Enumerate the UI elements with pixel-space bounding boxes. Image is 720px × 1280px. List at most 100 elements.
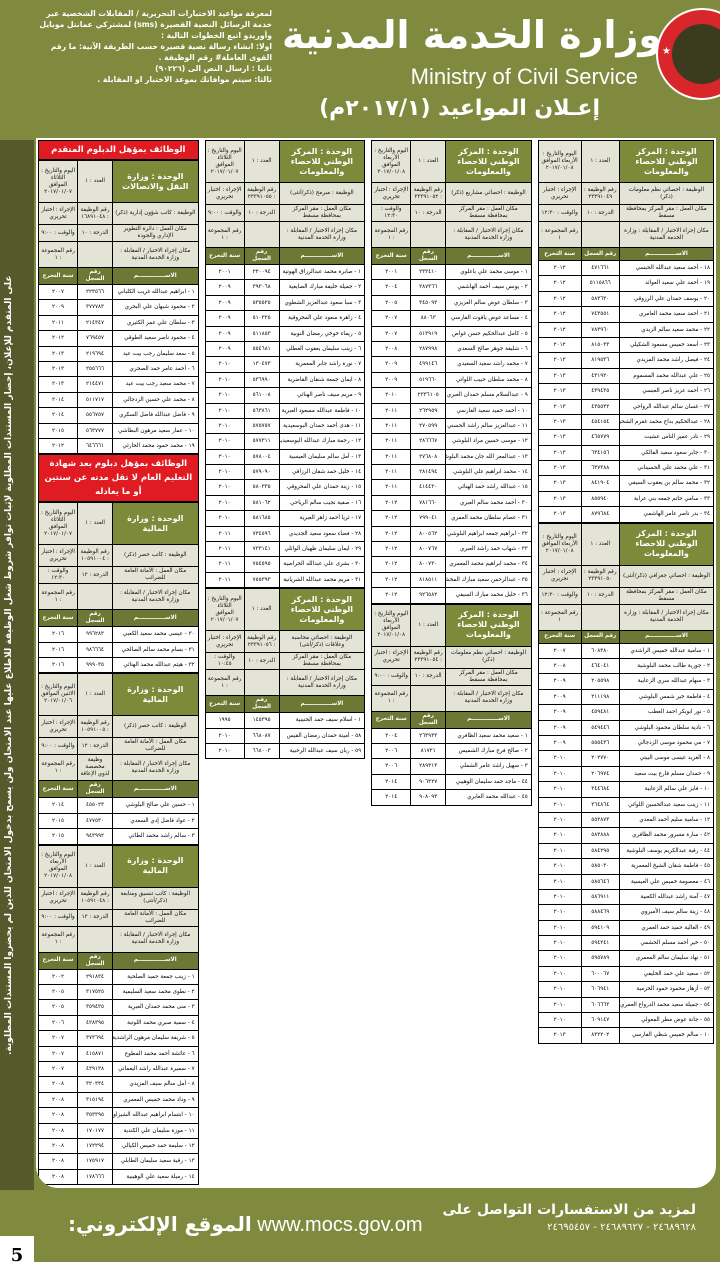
registration-number: ٦٣٧٣٨٨ bbox=[580, 461, 619, 476]
graduation-year: ٢٠١٣ bbox=[553, 403, 566, 410]
graduation-year: ٢٠١٤ bbox=[385, 778, 398, 785]
candidate-name: ٥١ - نهاد سليمان سالم المعمري bbox=[618, 951, 713, 966]
graduation-year: ٢٠٠٩ bbox=[385, 376, 398, 383]
graduation-year: ٢٠١٠ bbox=[218, 422, 231, 429]
table-row: ١٠ - ابتسام ابراهيم عبدالله الشيزاوي ٣٥٣٣… bbox=[38, 1108, 199, 1124]
candidate-name: ١ - زينب جمعة حميد الصلحية bbox=[111, 969, 198, 985]
table-row: ٩ - حمدان مسلم فارع بيت سعيد ٢٠٦٩٧٤ ٢٠١٠ bbox=[537, 766, 714, 783]
table-row: ٤ - فاطمة خير شمس البلوشي ٢١١١٩٨ ٢٠٠٩ bbox=[537, 689, 714, 706]
graduation-year: ٢٠١٠ bbox=[218, 438, 231, 445]
graduation-year: ٢٠٠٧ bbox=[553, 647, 566, 654]
instruction-line: ثالثا: سيتم موافاتك بموعد الاختبار او ال… bbox=[97, 75, 272, 84]
registration-number: ٥٨٨٤٦٩ bbox=[580, 905, 619, 920]
registration-number: ٩٩٩٠٣٥ bbox=[77, 658, 112, 673]
graduation-year: ٢٠٠٩ bbox=[218, 284, 231, 291]
work-place: مكان العمل : مقر المركز بمحافظة مسقط bbox=[618, 586, 713, 604]
graduation-year: ٢٠٠٧ bbox=[385, 330, 398, 337]
column-header-reg: رقم السجل bbox=[243, 695, 279, 713]
table-row: ٣٢ - محمد سالم بن يعقوب السيفي ٨٤١٩٠٤ ٢٠١٣ bbox=[537, 476, 714, 492]
candidate-name: ٤٧ - آمنة راشد عبدالله الكعبية bbox=[618, 889, 713, 905]
registration-number: ٦٦٨٠٠٣ bbox=[243, 743, 279, 759]
candidate-name: ١٠ - فاطمة عبدالله مسعود العبرية bbox=[278, 403, 365, 418]
table-row: ٢٣ - أسعد خميس مسعود الشكيلي ٨١٥٠٣٣ ٢٠١٢ bbox=[537, 337, 714, 354]
job-number: رقم الوظيفة : ١٠٥٩١٠٠٥ bbox=[77, 715, 112, 738]
table-row: ٣٣ - سامي حاتم جمعه بني عرابة ٨٥٥٩٤٠ ٢٠١٣ bbox=[537, 491, 714, 508]
graduation-year: ٢٠٠٨ bbox=[385, 345, 398, 352]
registration-number: ٢٨٩٣١٣ bbox=[410, 759, 445, 774]
page-number: 5 bbox=[0, 1236, 34, 1280]
schedule-columns: الوحدة : المركز الوطني للاحصاء والمعلوما… bbox=[38, 140, 714, 1186]
special-note bbox=[243, 669, 279, 696]
candidate-name: ١٣ - رقية سعيد سليمان الطابلي bbox=[111, 1154, 198, 1169]
graduation-year: ٢٠١٦ bbox=[52, 662, 65, 669]
table-row: ٤٤ - ماجد حمد سليمان الوهيبي ٩٠٦٣٢٧ ٢٠١٤ bbox=[371, 774, 532, 791]
registration-number: ٨٣٢٢٠٢ bbox=[580, 1028, 619, 1043]
candidate-name: ١٩ - أحمد علي سعيد العوائد bbox=[618, 276, 713, 291]
graduation-year: ٢٠١٠ bbox=[553, 955, 566, 962]
candidate-name: ١ - اسلام سيف حمد الحنينية bbox=[278, 713, 365, 728]
candidate-name: ٣٢ - ابراهيم جمعه ابراهيم البلوشي bbox=[445, 526, 531, 542]
registration-number: ٤٢٨٣٩٥ bbox=[77, 1015, 112, 1031]
candidate-name: ١٠ - أحمد حميد سعيد الفارسي bbox=[445, 403, 531, 418]
vacancy-count: العدد : ١ bbox=[410, 603, 446, 646]
table-row: ٢ - محمود شبهان علي البحري ٣٧٧٧٨٣ ٢٠٠٩ bbox=[38, 300, 199, 316]
table-row: ١٣ - عبدالمعز الله جان محمد البلوشي ٢٧٦٨٠… bbox=[371, 449, 532, 466]
work-place: مكان العمل : دائرة التطوير الإداري والجو… bbox=[111, 224, 198, 241]
candidate-name: ٥ - نور ابوبكر احمد العطب bbox=[618, 705, 713, 720]
registration-number: ٢٧٠٥٩٩ bbox=[410, 418, 445, 434]
column-header-year: سنة التخرج bbox=[372, 710, 411, 728]
candidate-name: ٦ - شليفة جوهر صالح السعدي bbox=[445, 341, 531, 357]
column-header-name: الاســــــــــــــم bbox=[618, 247, 713, 260]
registration-number: ٢٥٥٦٦٦ bbox=[77, 361, 112, 377]
job-number: رقم الوظيفة : ١٠٥٩١٠٤٨ bbox=[77, 886, 112, 909]
candidate-name: ٣ - سهام عبدالله سري الزعابية bbox=[618, 674, 713, 689]
table-row: ١٢ - رحمة مبارك عبدالله البوسعيدية ٥٧٧٣١١… bbox=[204, 434, 366, 450]
exam-procedure: الإجراء : اختبار تحريري bbox=[538, 182, 581, 204]
unit-header: الوحدة : وزارة المالية العدد : ١ اليوم وال… bbox=[38, 502, 199, 628]
website-url[interactable]: www.mocs.gov.om bbox=[257, 1214, 423, 1236]
graduation-year: ٢٠٠٩ bbox=[553, 739, 566, 746]
graduation-year: ٢٠٠٨ bbox=[52, 1158, 65, 1165]
registration-number: ٥٧٧٣١١ bbox=[243, 434, 279, 449]
table-row: ٧ - محمد راشد سعيد السعيدي ٤٩٩١٤٦ ٢٠٠٩ bbox=[371, 357, 532, 373]
registration-number: ٧٩٩٠٤١ bbox=[410, 511, 445, 526]
graduation-year: ٢٠٠١ bbox=[218, 269, 231, 275]
table-row: ٢٢ - محمد سعيد سالم الزيدي ٧٨٣٩٦٠ ٢٠١٢ bbox=[537, 322, 714, 338]
graduation-year: ٢٠١٢ bbox=[385, 576, 398, 583]
graduation-year: ٢٠١٦ bbox=[52, 646, 65, 653]
registration-number: ٥٦٣٧٧٧ bbox=[77, 423, 112, 438]
graduation-year: ٢٠١٢ bbox=[553, 280, 566, 287]
graduation-year: ٢٠٠٧ bbox=[52, 289, 65, 295]
registration-number: ٥٩٤١٠٩ bbox=[580, 920, 619, 936]
exam-place: مكان إجراء الاختبار / المقابلة : وزارة ا… bbox=[111, 583, 198, 610]
candidate-name: ٧ - سميرة عبدالله راشد اليعماني bbox=[111, 1061, 198, 1077]
group-number: رقم المجموعة : ١ bbox=[39, 925, 78, 952]
table-row: ٥٠ - خير أحمد مسلم الحشمي ٥٩٤٢٤١ ٢٠١٠ bbox=[537, 936, 714, 952]
registration-number: ٢٧٦٨٠٨ bbox=[410, 449, 445, 465]
job-grade: الدرجة : ١٠ bbox=[410, 204, 446, 221]
registration-number: ٢٨٧٩٩٨ bbox=[410, 341, 445, 357]
unit-header: الوحدة : وزارة المالية العدد : ١ اليوم وال… bbox=[38, 844, 199, 970]
table-row: ١٦ - صفية نجيب سالم الرياحي ٥٨١٠٦٢ ٢٠١٠ bbox=[204, 495, 366, 512]
graduation-year: ٢٠١١ bbox=[218, 546, 231, 553]
special-note bbox=[580, 221, 619, 247]
special-note bbox=[77, 241, 112, 267]
table-row: ٨ - أمل سالم سيف المزيدي ٣٢٠٣٣٤ ٢٠٠٨ bbox=[38, 1077, 199, 1093]
graduation-year: ٢٠١٤ bbox=[52, 412, 65, 419]
graduation-year: ٢٠١٣ bbox=[553, 480, 566, 487]
registration-number: ٤٣٥٥٣٢ bbox=[580, 399, 619, 414]
registration-number: ٥٧٨٠٠٤ bbox=[243, 449, 279, 465]
unit-name: الوحدة : المركز الوطني للاحصاء والمعلوما… bbox=[278, 140, 365, 182]
candidate-name: ١١ - موزة سليمان علي الكندية bbox=[111, 1123, 198, 1138]
unit-name: الوحدة : المركز الوطني للاحصاء والمعلوما… bbox=[618, 140, 713, 182]
graduation-year: ٢٠١٥ bbox=[52, 833, 65, 840]
job-grade: الدرجة : ١٠ bbox=[243, 204, 279, 221]
graduation-year: ٢٠٠٨ bbox=[52, 1142, 65, 1149]
registration-number: ٩٨٦٦٦٤ bbox=[77, 642, 112, 658]
candidate-name: ٢ - يونس سيف أحمد الهاشمي bbox=[445, 280, 531, 295]
table-row: ٤٧ - آمنة راشد عبدالله الكعبية ٥٨٦٩١١ ٢٠١٠ bbox=[537, 889, 714, 906]
graduation-year: ٢٠١١ bbox=[385, 453, 398, 460]
candidate-name: ٢٤ - فيصل راشد محمد المزيدي bbox=[618, 353, 713, 368]
candidate-name: ٢٥ - علي عبدالله محمد المسموم bbox=[618, 368, 713, 384]
job-number: رقم الوظيفة : ١٠٥٩١٠٠٤ bbox=[77, 544, 112, 567]
